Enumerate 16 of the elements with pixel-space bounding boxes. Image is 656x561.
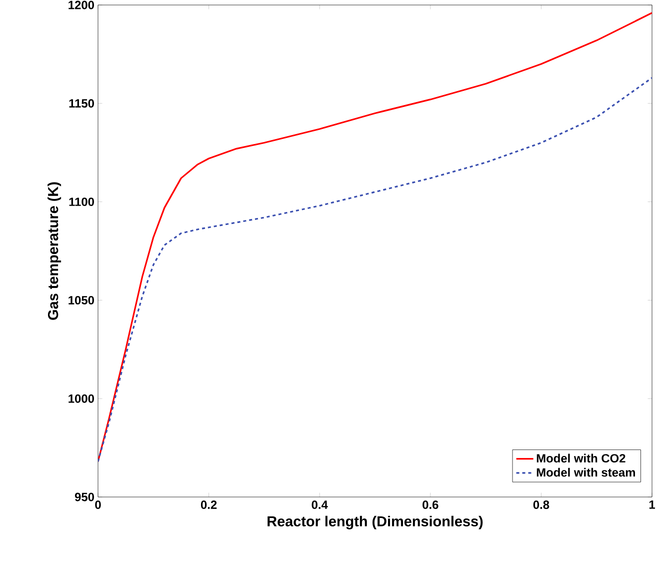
y-tick-label: 950: [74, 492, 94, 502]
x-tick-label: 0.8: [533, 500, 550, 509]
x-tick-label: 0.4: [312, 500, 328, 509]
y-axis-title: Gas temperature (K): [48, 182, 62, 320]
x-tick-label: 0.6: [422, 500, 438, 509]
y-tick-label: 1050: [68, 296, 94, 304]
y-tick-label: 1100: [69, 198, 94, 206]
legend-label: Model with CO2: [536, 454, 626, 463]
x-axis-title: Reactor length (Dimensionless): [268, 516, 483, 530]
x-tick-label: 0.2: [200, 500, 217, 509]
x-tick-label: 0: [95, 500, 101, 509]
y-tick-label: 1000: [68, 394, 94, 403]
y-tick-label: 1200: [68, 0, 94, 10]
y-tick-label: 1150: [69, 99, 94, 108]
x-tick-label: 1: [649, 500, 655, 509]
legend-label: Model with steam: [536, 468, 635, 477]
